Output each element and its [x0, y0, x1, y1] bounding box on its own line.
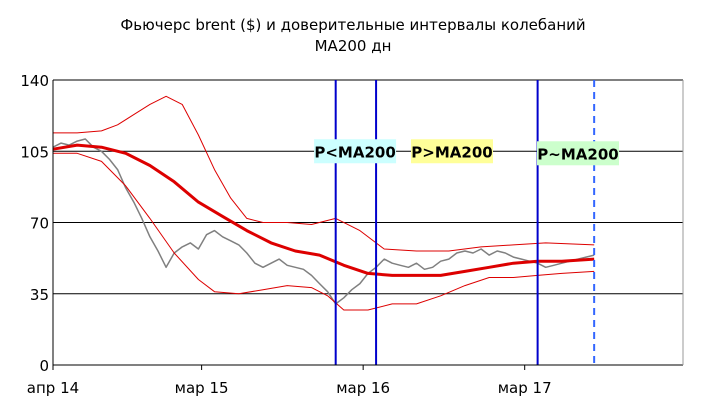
annotation-box — [314, 139, 397, 164]
annotation-label: P~MA200 — [537, 145, 618, 163]
chart-title: Фьючерс brent ($) и доверительные интерв… — [120, 16, 586, 34]
x-tick-label: апр 14 — [27, 379, 79, 397]
annotation-label: P>MA200 — [411, 143, 492, 161]
series-line-upper-band — [53, 95, 595, 252]
annotation-label: P<MA200 — [314, 143, 395, 161]
y-tick-label: 0 — [39, 357, 49, 375]
annotation-box — [411, 139, 493, 164]
series-group — [52, 95, 595, 311]
y-tick-label: 35 — [30, 286, 49, 304]
x-tick-label: мар 16 — [336, 379, 390, 397]
y-tick-label: 140 — [20, 72, 49, 90]
series-line-lower-band — [53, 152, 595, 311]
gridlines — [53, 79, 683, 295]
annotation-box — [537, 141, 619, 166]
y-tick-label: 105 — [20, 143, 49, 161]
x-tick-label: мар 17 — [498, 379, 552, 397]
chart-subtitle: MA200 дн — [314, 37, 392, 55]
series-line-price — [52, 138, 595, 305]
x-tick-label: мар 15 — [175, 379, 229, 397]
axes: 0 35 70 105 140 апр 14 мар 15 мар 16 мар 17 — [20, 72, 684, 397]
y-tick-label: 70 — [30, 215, 49, 233]
series-line-MA200 — [52, 143, 595, 277]
vertical-markers — [334, 80, 596, 365]
annotations: P<MA200 P>MA200 P~MA200 — [314, 139, 619, 166]
